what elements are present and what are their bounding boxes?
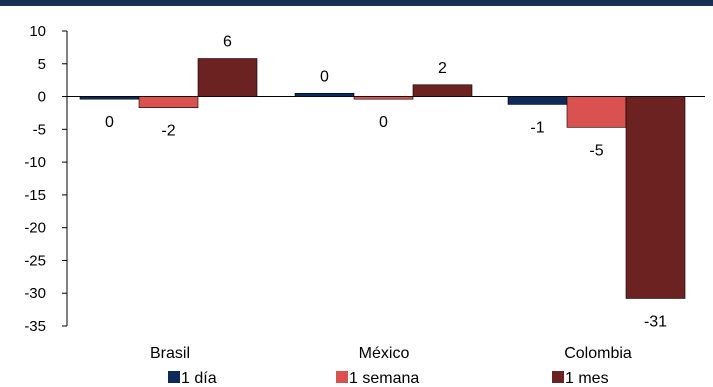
y-tick-label: -15	[24, 187, 46, 204]
legend-label-1-mes: 1 mes	[565, 370, 609, 387]
y-tick-label: 5	[38, 56, 46, 73]
y-axis-ticks: 10 5 0 -5 -10 -15 -20 -25 -30 -35	[24, 23, 67, 335]
bar-1-mes-mexico	[412, 84, 473, 97]
bar-1-dia-colombia	[507, 96, 568, 105]
legend-swatch-1-mes	[552, 371, 564, 383]
bar-1-mes-brasil	[197, 58, 258, 97]
data-label-1-mes-brasil: 6	[223, 34, 232, 51]
bars	[79, 58, 686, 299]
category-label-mexico: México	[359, 345, 410, 362]
legend-swatch-1-semana	[336, 371, 348, 383]
header-band	[0, 0, 713, 6]
bar-1-dia-brasil	[79, 96, 140, 100]
category-label-brasil: Brasil	[150, 345, 190, 362]
y-tick-label: -25	[24, 252, 46, 269]
legend-label-1-dia: 1 día	[181, 370, 217, 387]
bar-1-dia-mexico	[294, 92, 355, 97]
legend: 1 día 1 semana 1 mes	[168, 370, 609, 387]
y-tick-label: -5	[33, 121, 46, 138]
bar-1-mes-colombia	[625, 96, 686, 299]
data-label-1-semana-colombia: -5	[589, 142, 603, 159]
bar-1-semana-brasil	[138, 96, 199, 109]
data-label-1-dia-colombia: -1	[530, 119, 544, 136]
legend-label-1-semana: 1 semana	[349, 370, 419, 387]
y-tick-label: 10	[29, 23, 46, 40]
category-label-colombia: Colombia	[564, 345, 632, 362]
data-label-1-semana-brasil: -2	[161, 123, 175, 140]
bar-1-semana-colombia	[566, 96, 627, 128]
data-label-1-semana-mexico: 0	[379, 114, 388, 131]
y-tick-label: -35	[24, 318, 46, 335]
category-labels: Brasil México Colombia	[150, 345, 632, 362]
bar-1-semana-mexico	[353, 96, 414, 100]
data-label-1-mes-colombia: -31	[644, 313, 667, 330]
y-tick-label: 0	[38, 89, 46, 106]
data-label-1-dia-mexico: 0	[320, 68, 329, 85]
data-labels: 0 0 -1 -2 0 -5 6 2 -31	[105, 34, 667, 331]
y-tick-label: -30	[24, 285, 46, 302]
data-label-1-mes-mexico: 2	[438, 60, 447, 77]
y-tick-label: -20	[24, 220, 46, 237]
data-label-1-dia-brasil: 0	[105, 114, 114, 131]
y-tick-label: -10	[24, 154, 46, 171]
legend-swatch-1-dia	[168, 371, 180, 383]
